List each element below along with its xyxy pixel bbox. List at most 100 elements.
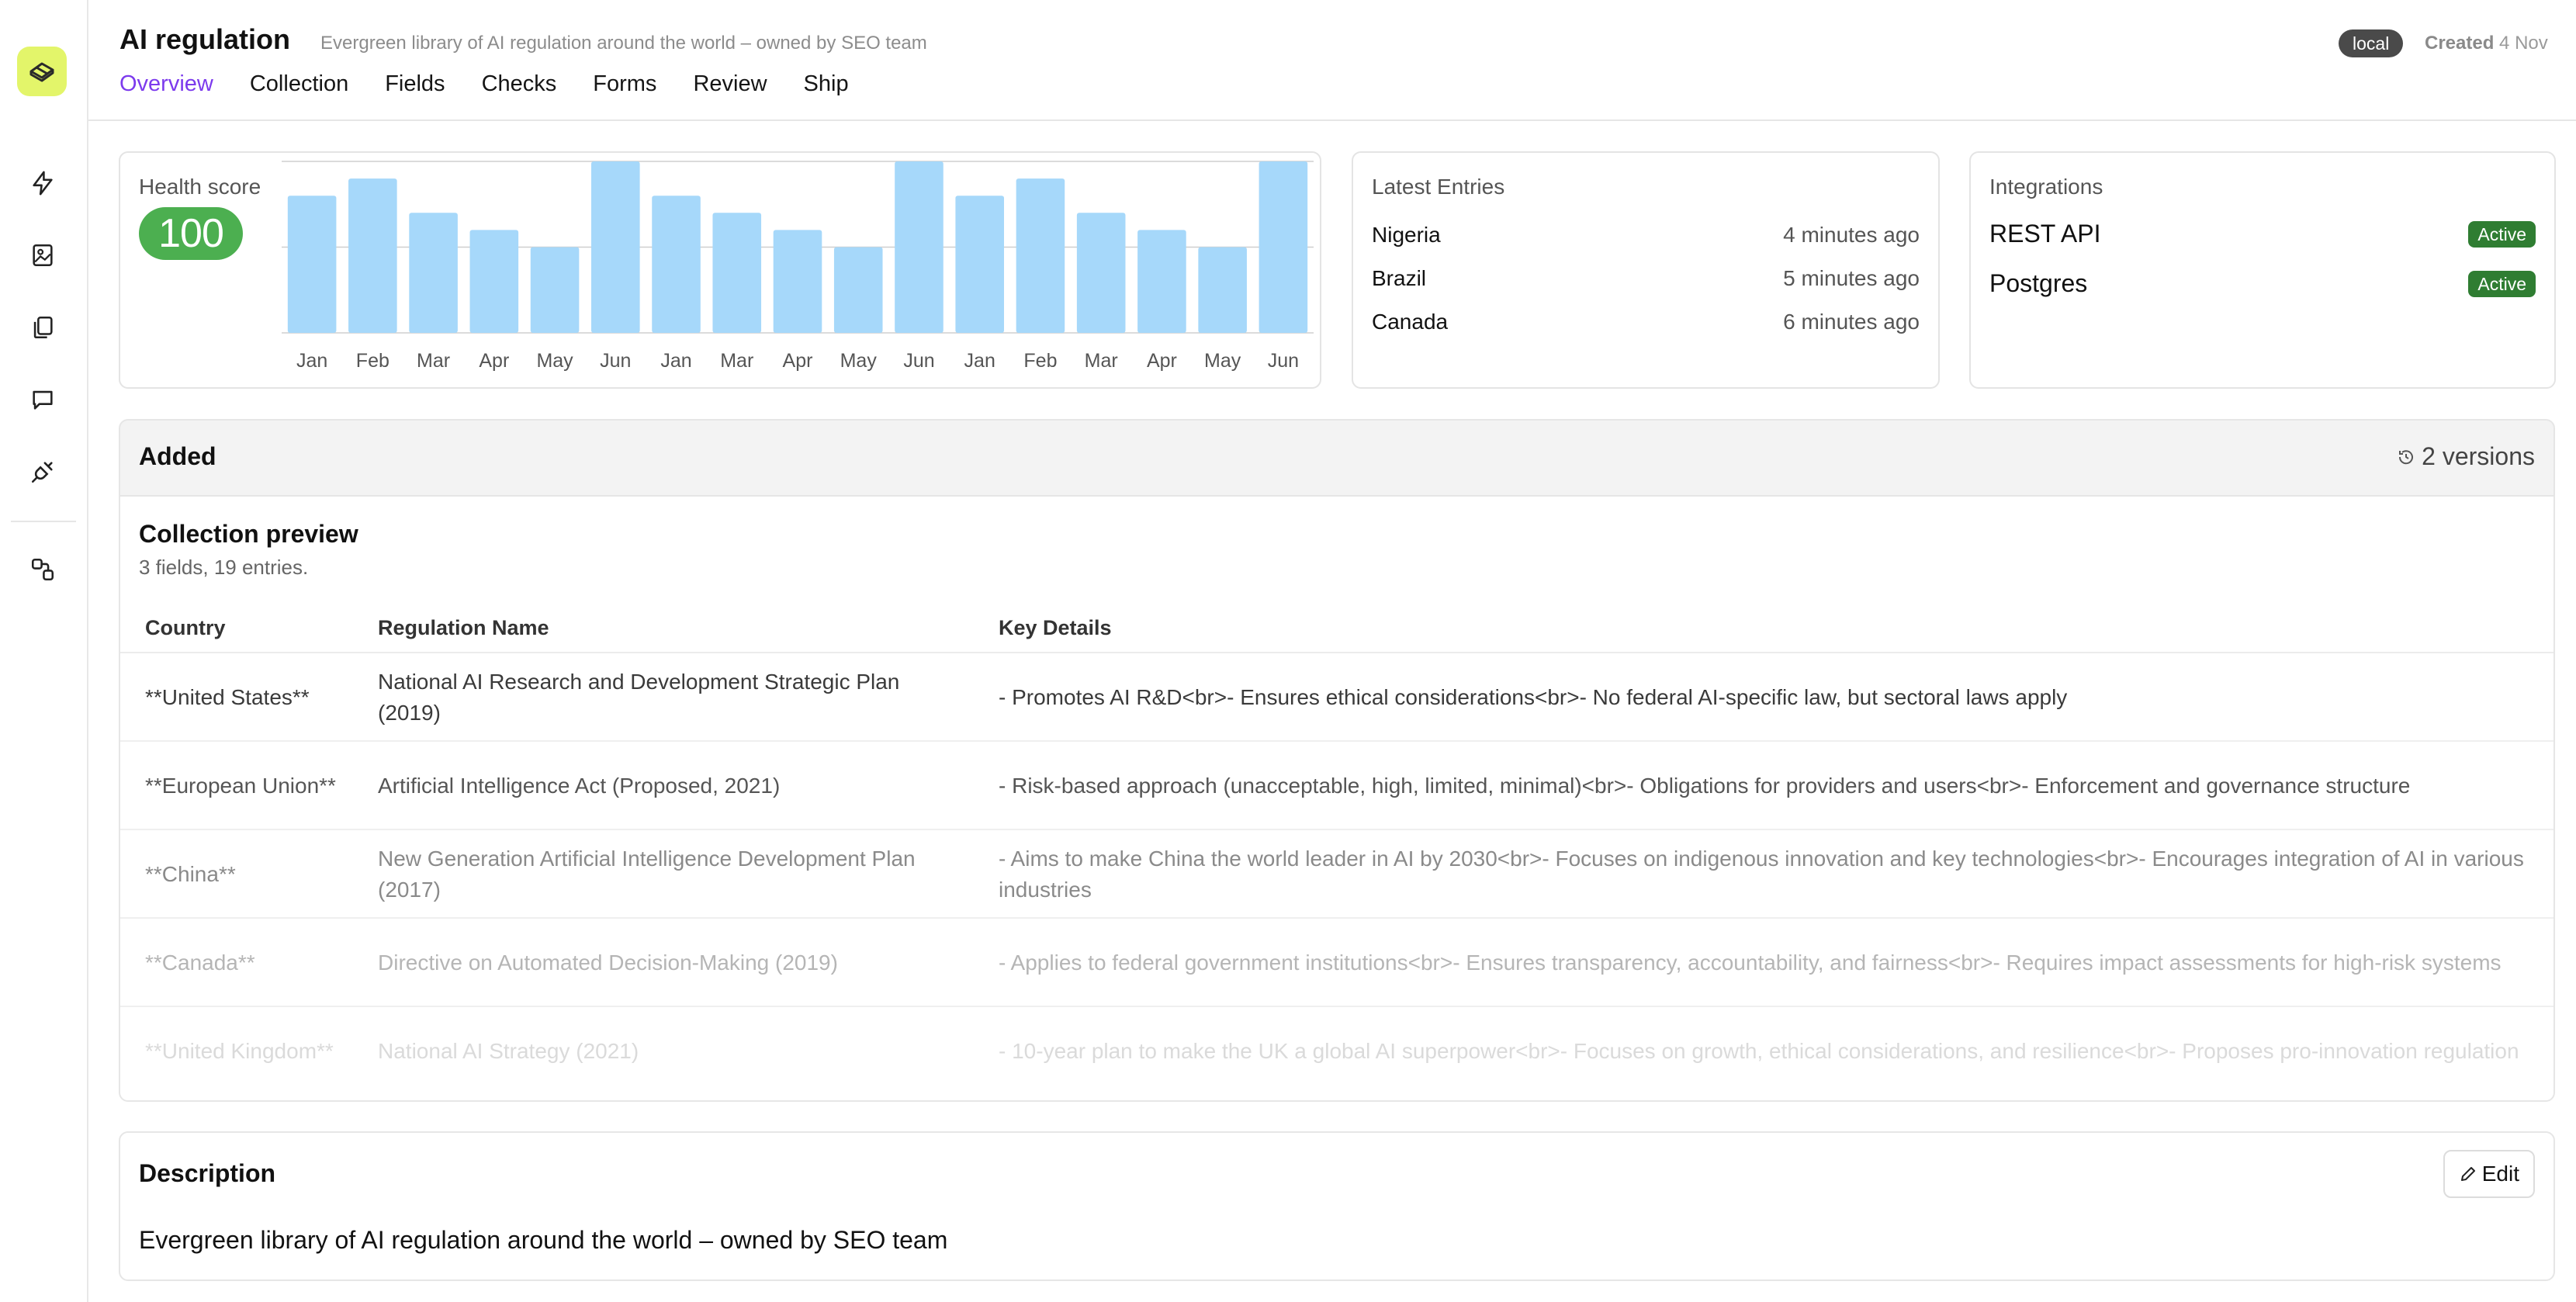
chart-bar[interactable] bbox=[1198, 247, 1247, 334]
cell-details: - Aims to make China the world leader in… bbox=[999, 847, 2524, 902]
chart-tick-label: Feb bbox=[1023, 350, 1057, 372]
description-text: Evergreen library of AI regulation aroun… bbox=[139, 1226, 948, 1254]
cell-country: **United States** bbox=[145, 685, 310, 709]
cell-details: - Risk-based approach (unacceptable, hig… bbox=[999, 774, 2411, 798]
cell-regulation: New Generation Artificial Intelligence D… bbox=[378, 847, 916, 902]
table-row[interactable]: **United States** National AI Research a… bbox=[120, 653, 2553, 742]
integration-item[interactable]: Postgres Active bbox=[1989, 268, 2536, 302]
created-label: Created bbox=[2425, 33, 2495, 54]
integration-status-badge: Active bbox=[2468, 271, 2536, 297]
created-info: Created 4 Nov bbox=[2425, 33, 2548, 54]
chart-bar[interactable] bbox=[833, 247, 883, 334]
chart-tick-label: Feb bbox=[356, 350, 390, 372]
latest-entry[interactable]: Brazil 5 minutes ago bbox=[1372, 266, 1920, 297]
created-date: 4 Nov bbox=[2499, 33, 2548, 54]
tab-forms[interactable]: Forms bbox=[593, 71, 657, 96]
preview-subtitle: 3 fields, 19 entries. bbox=[139, 556, 309, 579]
description-title: Description bbox=[139, 1159, 276, 1187]
entry-name: Canada bbox=[1372, 310, 1449, 334]
table-header-divider bbox=[120, 652, 2553, 653]
entry-time: 4 minutes ago bbox=[1783, 223, 1920, 247]
chart-bar[interactable] bbox=[1137, 230, 1186, 333]
chart-bar[interactable] bbox=[712, 213, 762, 333]
chart-bar[interactable] bbox=[287, 196, 337, 333]
chart-bar[interactable] bbox=[409, 213, 458, 333]
latest-entry[interactable]: Canada 6 minutes ago bbox=[1372, 310, 1920, 341]
chart-bar[interactable] bbox=[530, 247, 580, 334]
copy-icon[interactable] bbox=[26, 310, 60, 345]
health-score-value: 100 bbox=[139, 207, 243, 260]
environment-badge: local bbox=[2339, 29, 2404, 57]
chart-tick-label: May bbox=[1204, 350, 1241, 372]
cell-regulation: National AI Research and Development Str… bbox=[378, 670, 900, 725]
description-card: Description Edit Evergreen library of AI… bbox=[119, 1131, 2555, 1281]
page-subtitle: Evergreen library of AI regulation aroun… bbox=[320, 33, 927, 54]
sidebar-divider bbox=[11, 521, 76, 522]
entry-time: 5 minutes ago bbox=[1783, 266, 1920, 290]
entry-time: 6 minutes ago bbox=[1783, 310, 1920, 334]
table-row[interactable]: **European Union** Artificial Intelligen… bbox=[120, 742, 2553, 830]
chart-tick-label: Jun bbox=[1268, 350, 1299, 372]
chart-bar[interactable] bbox=[1259, 161, 1308, 333]
tab-checks[interactable]: Checks bbox=[481, 71, 557, 96]
chart-bar[interactable] bbox=[895, 161, 943, 333]
pencil-icon bbox=[2460, 1167, 2475, 1181]
table-row[interactable]: **United Kingdom** National AI Strategy … bbox=[120, 1007, 2553, 1096]
chart-tick-label: Apr bbox=[783, 350, 813, 372]
workflow-icon[interactable] bbox=[26, 552, 60, 587]
cell-details: - 10-year plan to make the UK a global A… bbox=[999, 1039, 2519, 1063]
health-score-label: Health score bbox=[139, 175, 261, 199]
cell-regulation: National AI Strategy (2021) bbox=[378, 1039, 639, 1063]
integration-item[interactable]: REST API Active bbox=[1989, 218, 2536, 252]
page-header: AI regulation Evergreen library of AI re… bbox=[88, 0, 2576, 121]
plug-icon[interactable] bbox=[26, 455, 60, 489]
integration-status-badge: Active bbox=[2468, 221, 2536, 248]
chart-bar[interactable] bbox=[773, 230, 822, 333]
chart-bar[interactable] bbox=[591, 161, 640, 333]
tab-fields[interactable]: Fields bbox=[385, 71, 445, 96]
chart-tick-label: Apr bbox=[479, 350, 509, 372]
latest-entry[interactable]: Nigeria 4 minutes ago bbox=[1372, 223, 1920, 254]
tab-ship[interactable]: Ship bbox=[803, 71, 849, 96]
entry-name: Nigeria bbox=[1372, 223, 1441, 247]
logo-icon[interactable] bbox=[17, 47, 67, 96]
tab-overview[interactable]: Overview bbox=[119, 71, 213, 96]
bolt-icon[interactable] bbox=[26, 166, 60, 200]
integrations-label: Integrations bbox=[1989, 175, 2103, 199]
edit-button-label: Edit bbox=[2481, 1162, 2519, 1186]
edit-button[interactable]: Edit bbox=[2443, 1150, 2535, 1198]
preview-title: Collection preview bbox=[139, 520, 358, 548]
versions-button[interactable]: 2 versions bbox=[2397, 442, 2535, 471]
added-panel: Added 2 versions Collection preview 3 fi… bbox=[119, 419, 2555, 1102]
entry-name: Brazil bbox=[1372, 266, 1427, 290]
chart-tick-label: Jun bbox=[903, 350, 934, 372]
chart-bar[interactable] bbox=[955, 196, 1004, 333]
page-title: AI regulation bbox=[119, 23, 291, 55]
chart-tick-label: Jan bbox=[660, 350, 691, 372]
integrations-card: Integrations REST API Active Postgres Ac… bbox=[1969, 151, 2556, 389]
sidebar bbox=[0, 0, 88, 1302]
chat-icon[interactable] bbox=[26, 383, 60, 417]
health-score-card: Health score 100 Jan Feb Mar Apr May Jun Jan Ma… bbox=[119, 151, 1321, 389]
chart-tick-label: Jan bbox=[296, 350, 327, 372]
chart-tick-label: May bbox=[536, 350, 573, 372]
chart-bar[interactable] bbox=[348, 178, 397, 333]
collection-preview: Collection preview 3 fields, 19 entries.… bbox=[120, 495, 2553, 1100]
column-header-regulation-name: Regulation Name bbox=[378, 616, 549, 639]
chart-bar[interactable] bbox=[469, 230, 519, 333]
cell-country: **United Kingdom** bbox=[145, 1039, 334, 1063]
history-icon bbox=[2399, 449, 2414, 464]
chart-bar[interactable] bbox=[1076, 213, 1126, 333]
table-row[interactable]: **Canada** Directive on Automated Decisi… bbox=[120, 919, 2553, 1007]
table-row[interactable]: **China** New Generation Artificial Inte… bbox=[120, 830, 2553, 919]
cell-country: **Canada** bbox=[145, 951, 255, 975]
chart-bar[interactable] bbox=[652, 196, 701, 333]
health-bar-chart: Jan Feb Mar Apr May Jun Jan Mar Apr May Jun Jan Feb M… bbox=[282, 161, 1314, 372]
image-icon[interactable] bbox=[26, 238, 60, 272]
latest-entries-label: Latest Entries bbox=[1372, 175, 1505, 199]
chart-tick-label: Mar bbox=[720, 350, 753, 372]
tab-review[interactable]: Review bbox=[693, 71, 767, 96]
tab-collection[interactable]: Collection bbox=[249, 71, 349, 96]
latest-entries-card: Latest Entries Nigeria 4 minutes ago Bra… bbox=[1352, 151, 1940, 389]
chart-bar[interactable] bbox=[1016, 178, 1065, 333]
